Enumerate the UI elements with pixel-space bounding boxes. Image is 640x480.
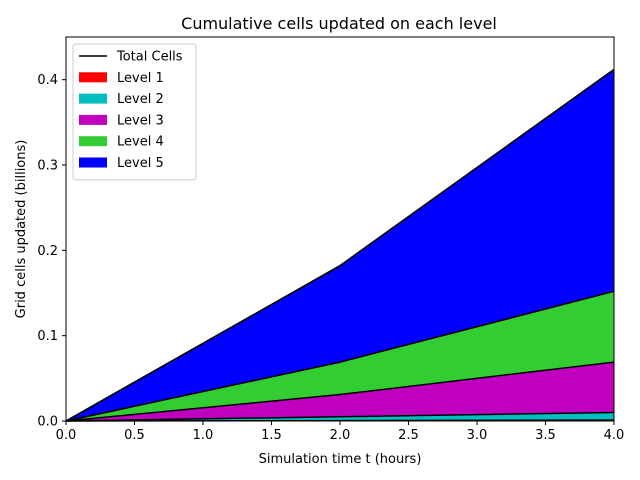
boundary-line-level-4 xyxy=(65,290,615,422)
x-axis-label: Simulation time t (hours) xyxy=(259,452,422,467)
y-tick-label: 0.2 xyxy=(37,244,58,259)
legend-entry-level-5: Level 5 xyxy=(79,156,164,171)
x-tick-label: 2.0 xyxy=(330,428,351,443)
x-axis-ticks: 0.0 0.5 1.0 1.5 2.0 2.5 3.0 3.5 4.0 xyxy=(56,421,625,443)
legend-label: Level 1 xyxy=(117,71,164,86)
legend-entry-level-2: Level 2 xyxy=(79,92,164,107)
legend-label: Level 2 xyxy=(117,92,164,107)
legend-entry-level-4: Level 4 xyxy=(79,135,164,150)
x-tick-label: 1.5 xyxy=(261,428,282,443)
legend-entry-level-3: Level 3 xyxy=(79,113,164,128)
legend-swatch xyxy=(79,136,107,147)
legend-swatch xyxy=(79,93,107,104)
y-tick-label: 0.4 xyxy=(37,73,58,88)
y-tick-label: 0.3 xyxy=(37,159,58,174)
x-tick-label: 3.0 xyxy=(467,428,488,443)
y-axis-label: Grid cells updated (billions) xyxy=(14,140,29,319)
area-level-5 xyxy=(66,69,614,422)
legend: Total Cells Level 1 Level 2 Level 3 Level 4 L… xyxy=(72,43,197,181)
legend-label: Level 3 xyxy=(117,113,164,128)
x-tick-label: 0.0 xyxy=(56,428,77,443)
legend-entry-level-1: Level 1 xyxy=(79,71,164,86)
legend-swatch xyxy=(79,114,107,125)
area-level-4 xyxy=(66,291,614,421)
x-tick-label: 4.0 xyxy=(604,428,625,443)
legend-swatch xyxy=(79,157,107,168)
legend-label: Total Cells xyxy=(116,50,183,65)
y-tick-label: 0.1 xyxy=(37,329,58,344)
legend-label: Level 5 xyxy=(117,156,164,171)
boundary-line-level-2 xyxy=(65,411,615,422)
legend-label: Level 4 xyxy=(117,135,164,150)
x-tick-label: 2.5 xyxy=(398,428,419,443)
boundary-lines xyxy=(65,68,615,422)
x-tick-label: 1.0 xyxy=(193,428,214,443)
y-axis-ticks: 0.0 0.1 0.2 0.3 0.4 xyxy=(37,73,66,430)
legend-entry-total-cells: Total Cells xyxy=(79,50,183,65)
boundary-line-level-3 xyxy=(65,361,615,422)
y-tick-label: 0.0 xyxy=(37,415,58,430)
x-tick-label: 0.5 xyxy=(124,428,145,443)
legend-swatch xyxy=(79,72,107,83)
area-level-3 xyxy=(66,362,614,421)
x-tick-label: 3.5 xyxy=(535,428,556,443)
chart-title: Cumulative cells updated on each level xyxy=(181,14,497,33)
line-total-cells xyxy=(65,68,615,422)
